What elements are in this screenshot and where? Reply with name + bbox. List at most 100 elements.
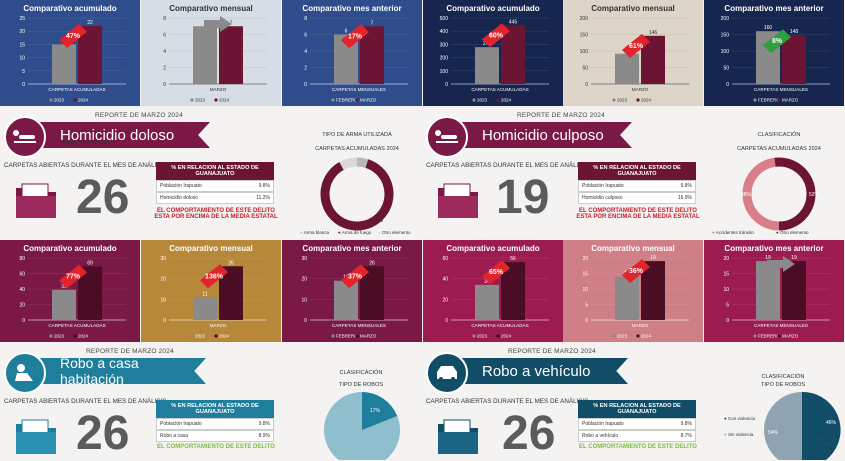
table-row: Población Irapuato 9.8% [578, 180, 696, 192]
y-tick-label: 4 [163, 49, 166, 55]
y-tick-label: 8 [304, 16, 307, 22]
legend-otro-elemento: ● Otro elemento [776, 230, 809, 235]
slice-label: 90% [373, 218, 384, 224]
legend-label: FEBRERO [758, 334, 780, 339]
bar-value-label: 19 [765, 255, 771, 261]
bar [193, 26, 217, 84]
bar-chart: 0 2 4 6 8 6 7 17% CARPETAS MENSUALES FEBRERO MARZO [304, 16, 408, 103]
carpetas-label: CARPETAS ABIERTAS DURANTE EL MES DE ANÁL… [4, 162, 167, 169]
legend-con-violencia: ● Con violencia [724, 416, 755, 421]
legend-marker [472, 98, 476, 102]
bar-chart: 0 10 20 30 11 26 136% MARZO 2023 2024 [160, 256, 267, 339]
bar [475, 47, 499, 84]
y-tick-label: 40 [19, 287, 25, 293]
section-subtitle: *Incluye feminicidio [60, 140, 112, 146]
y-tick-label: 2 [304, 66, 307, 72]
weapon-donut: 90% [320, 157, 394, 231]
carpetas-value: 26 [76, 407, 130, 460]
y-tick-label: 0 [726, 82, 729, 88]
chart-title: Comparativo mes anterior [724, 4, 824, 13]
slice-label: 54% [768, 430, 779, 436]
y-tick-label: 100 [580, 49, 589, 55]
chart-panel: Comparativo mes anterior 0 5 10 15 20 19 19 CARP… [704, 240, 844, 342]
y-tick-label: 100 [440, 69, 449, 75]
legend-label: 2024 [501, 334, 512, 339]
legend-label: 2023 [195, 98, 206, 103]
donut-title: CLASIFICACIÓN [761, 374, 805, 380]
legend-sin-violencia: ● Sin violencia [724, 432, 754, 437]
legend-label: 2023 [477, 334, 488, 339]
legend-marker [214, 334, 218, 338]
homicide-icon [4, 116, 46, 158]
y-tick-label: 30 [301, 256, 307, 262]
bar [782, 261, 806, 320]
legend-label: 2024 [78, 334, 89, 339]
change-badge: 8% [772, 38, 783, 45]
legend-label: MARZO [360, 98, 377, 103]
folder-icon [16, 183, 56, 218]
legend-marker [636, 98, 640, 102]
slice-label: 17% [370, 408, 381, 414]
change-arrow [341, 24, 369, 49]
legend-arma-fuego: ● Arma de fuego [338, 230, 372, 235]
y-tick-label: 40 [442, 277, 448, 283]
legend-marker [753, 98, 757, 102]
legend-marker [612, 334, 616, 338]
legend-label: MARZO [360, 334, 377, 339]
homicidio-culposo-section: REPORTE DE MARZO 2024 Homicidio culposo … [422, 110, 845, 238]
relation-table: % EN RELACION AL ESTADO DE GUANAJUATO Po… [578, 400, 696, 442]
carpetas-value: 26 [76, 171, 130, 224]
legend-label: 2023 [54, 98, 65, 103]
donut-title: TIPO DE ARMA UTILIZADA [322, 132, 392, 138]
legend-label: 2024 [219, 334, 230, 339]
legend-label: 2023 [617, 98, 628, 103]
y-tick-label: 5 [585, 303, 588, 309]
section-title: Homicidio doloso [60, 126, 175, 144]
legend-label: 2024 [501, 98, 512, 103]
homicidio-doloso-section: REPORTE DE MARZO 2024 Homicidio doloso *… [0, 110, 422, 238]
y-tick-label: 0 [445, 318, 448, 324]
bar [615, 276, 639, 320]
chart-title: Comparativo mensual [169, 4, 253, 13]
bar [475, 284, 499, 320]
bar [334, 280, 358, 320]
y-tick-label: 15 [723, 272, 729, 278]
folder-icon [438, 183, 478, 218]
legend-marker [355, 98, 359, 102]
y-tick-label: 20 [723, 256, 729, 262]
chart-panel: Comparativo mensual0501001502009214661%M… [563, 0, 703, 106]
bar-chart: 0 20 40 60 80 39 69 77% CARPETAS ACUMULADAS 2023 2… [19, 256, 126, 339]
y-tick-label: 20 [442, 297, 448, 303]
y-tick-label: 6 [304, 33, 307, 39]
legend-label: 2024 [641, 98, 652, 103]
section-title: Robo a vehículo [482, 362, 591, 380]
chart-title: Comparativo acumulado [23, 244, 117, 253]
chart-title: Comparativo acumulado [446, 4, 540, 13]
bar-chart: 010020030040050027944560%CARPETAS ACUMUL… [440, 16, 549, 103]
x-axis-label: MARZO [632, 323, 649, 328]
y-tick-label: 5 [22, 69, 25, 75]
slice-label: 46% [826, 420, 837, 426]
bar-chart: 0 50 100 150 200 160 148 8% CARPETAS MENSUALES FE… [721, 16, 830, 103]
chart-panel: Comparativo mensual05101520141936%MARZO2… [563, 240, 703, 342]
no-change-arrow [767, 256, 795, 272]
bar-value-label: 6 [345, 29, 348, 35]
legend-label: 2023 [54, 334, 65, 339]
legend-label: 2024 [641, 334, 652, 339]
x-axis-label: CARPETAS ACUMULADAS [471, 323, 528, 328]
chart-title: Comparativo mensual [591, 244, 675, 253]
burglar-icon [4, 352, 46, 394]
no-change-arrow [204, 16, 232, 32]
change-arrow [200, 264, 228, 289]
carpetas-label: CARPETAS ABIERTAS DURANTE EL MES DE ANÁL… [4, 398, 167, 405]
carpetas-value: 19 [496, 171, 550, 224]
report-date: REPORTE DE MARZO 2024 [517, 112, 605, 119]
legend-marker [777, 334, 781, 338]
y-tick-label: 20 [19, 29, 25, 35]
donut-subtitle: TIPO DE ROBOS [338, 382, 384, 388]
y-tick-label: 20 [19, 303, 25, 309]
y-tick-label: 500 [440, 16, 449, 22]
robo-vehiculo-section: REPORTE DE MARZO 2024 Robo a vehículo CA… [422, 344, 845, 460]
bar [756, 261, 780, 320]
